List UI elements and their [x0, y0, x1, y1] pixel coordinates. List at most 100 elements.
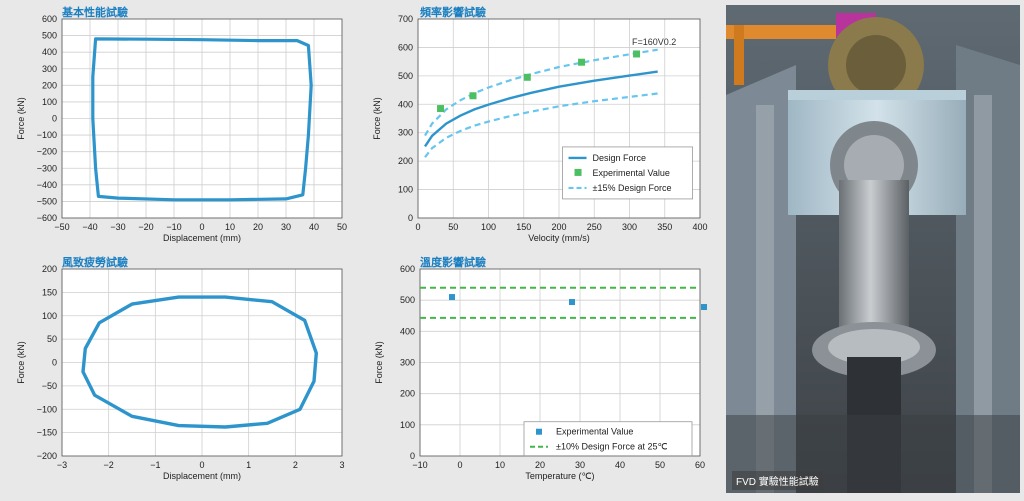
x-axis-label: Displacement (mm) — [163, 471, 241, 481]
y-tick-label: −600 — [37, 213, 57, 223]
plot-border — [417, 18, 701, 219]
experimental-point — [523, 73, 531, 81]
experimental-point — [437, 105, 445, 113]
y-tick-label: −500 — [37, 196, 57, 206]
fatigue-loop-line — [81, 295, 318, 429]
x-tick-label: 20 — [253, 222, 263, 232]
x-tick-label: −2 — [104, 460, 114, 470]
x-axis-label: Displacement (mm) — [163, 233, 241, 243]
chart-temperature: −10 0 10 20 30 40 50 60 0 100 200 300 400 500 600 Tempe… — [362, 250, 722, 500]
y-tick-label: 100 — [42, 97, 57, 107]
y-tick-label: 500 — [400, 295, 415, 305]
x-tick-label: 40 — [615, 460, 625, 470]
y-tick-label: 0 — [408, 213, 413, 223]
x-axis-label: Velocity (mm/s) — [528, 233, 590, 243]
x-tick-label: −10 — [166, 222, 181, 232]
x-tick-label: 10 — [495, 460, 505, 470]
y-tick-label: −150 — [37, 428, 57, 438]
legend-swatch-experimental — [574, 168, 582, 176]
x-tick-label: 0 — [415, 222, 420, 232]
x-tick-label: 60 — [695, 460, 705, 470]
x-tick-label: −30 — [110, 222, 125, 232]
legend-swatch-experimental — [536, 428, 542, 435]
y-tick-label: 200 — [400, 389, 415, 399]
y-tick-label: 100 — [42, 311, 57, 321]
x-tick-label: 200 — [551, 222, 566, 232]
legend-label-15: ±15% Design Force — [593, 183, 672, 193]
x-axis-label: Temperature (℃) — [525, 471, 594, 481]
y-tick-label: 300 — [398, 128, 413, 138]
experimental-point — [449, 294, 455, 301]
experimental-point — [578, 58, 586, 66]
y-tick-label: 300 — [42, 64, 57, 74]
formula-annotation: F=160V0.2 — [632, 37, 676, 47]
x-tick-label: 100 — [481, 222, 496, 232]
chart-wind-fatigue: −3 −2 −1 0 1 2 3 −200 −150 −100 −50 0 50 100 150 200 Dis… — [0, 250, 360, 500]
legend-label-design-force: Design Force — [593, 153, 647, 163]
y-tick-label: 600 — [42, 14, 57, 24]
y-tick-label: 0 — [52, 358, 57, 368]
y-tick-label: 0 — [52, 114, 57, 124]
x-tick-label: 30 — [281, 222, 291, 232]
legend-label-experimental: Experimental Value — [556, 427, 633, 437]
y-tick-label: 500 — [42, 31, 57, 41]
x-tick-label: 20 — [535, 460, 545, 470]
legend-label-experimental: Experimental Value — [593, 168, 670, 178]
y-tick-label: 600 — [398, 42, 413, 52]
x-tick-label: 50 — [448, 222, 458, 232]
experimental-point — [469, 92, 477, 100]
x-tick-label: 350 — [657, 222, 672, 232]
design-force-line — [424, 70, 658, 148]
x-tick-label: 400 — [692, 222, 707, 232]
y-tick-label: −100 — [37, 404, 57, 414]
chart-title-temperature: 溫度影響試驗 — [420, 257, 486, 269]
y-tick-label: −300 — [37, 163, 57, 173]
chart-basic-performance: −50 −40 −30 −20 −10 0 10 20 30 40 50 −600 −500 −400 −3… — [0, 0, 360, 245]
y-tick-label: 700 — [398, 14, 413, 24]
chart-basic-performance-svg: −50 −40 −30 −20 −10 0 10 20 30 40 50−600−500−400−3… — [16, 14, 347, 243]
experimental-point — [569, 299, 575, 306]
x-tick-label: 50 — [655, 460, 665, 470]
y-tick-label: 400 — [400, 326, 415, 336]
x-tick-label: 0 — [199, 222, 204, 232]
y-tick-label: 100 — [398, 185, 413, 195]
plot-border — [61, 18, 343, 219]
y-axis-label: Force (kN) — [16, 97, 26, 140]
x-tick-label: −20 — [138, 222, 153, 232]
chart-title-wind: 風致疲勞試驗 — [62, 257, 128, 269]
y-tick-label: 0 — [410, 451, 415, 461]
plot-border — [61, 268, 343, 457]
y-tick-label: 200 — [42, 264, 57, 274]
legend-box — [562, 146, 693, 200]
x-tick-label: −10 — [412, 460, 427, 470]
fvd-test-photo: FVD 實驗性能試驗 — [726, 5, 1020, 493]
chart-wind-fatigue-svg: −3 −2 −1 0 1 2 3 −200 −150 −100 −50 0 50 100 150 200 Dis… — [16, 264, 345, 481]
chart-frequency: 0 50 100 150 200 250 300 350 400 0 100 200 300 400 500… — [362, 0, 722, 245]
y-tick-label: 400 — [42, 47, 57, 57]
y-tick-label: 150 — [42, 287, 57, 297]
x-tick-label: 2 — [293, 460, 298, 470]
y-axis-label: Force (kN) — [374, 341, 384, 384]
y-tick-label: 200 — [398, 156, 413, 166]
x-tick-label: 250 — [587, 222, 602, 232]
chart-temperature-svg: −10 0 10 20 30 40 50 600100200300400500600Tempe… — [374, 264, 707, 481]
hysteresis-loop-line — [91, 37, 313, 202]
x-tick-label: 3 — [339, 460, 344, 470]
y-tick-label: −200 — [37, 451, 57, 461]
x-tick-label: −50 — [54, 222, 69, 232]
chart-title-basic: 基本性能試驗 — [62, 7, 128, 19]
x-tick-label: 40 — [309, 222, 319, 232]
x-tick-label: −3 — [57, 460, 67, 470]
x-tick-label: 150 — [516, 222, 531, 232]
y-tick-label: 50 — [47, 334, 57, 344]
chart-frequency-svg: 0 50 100 150 200 250 300 350 400 0 100 200 300 400 500… — [372, 14, 708, 243]
chart-title-frequency: 頻率影響試驗 — [420, 7, 486, 19]
experimental-point — [701, 304, 707, 311]
x-tick-label: −40 — [82, 222, 97, 232]
y-tick-label: −200 — [37, 147, 57, 157]
photo-caption: FVD 實驗性能試驗 — [732, 471, 823, 490]
x-tick-label: 10 — [225, 222, 235, 232]
x-tick-label: 30 — [575, 460, 585, 470]
y-axis-label: Force (kN) — [16, 341, 26, 384]
experimental-point — [633, 50, 641, 58]
